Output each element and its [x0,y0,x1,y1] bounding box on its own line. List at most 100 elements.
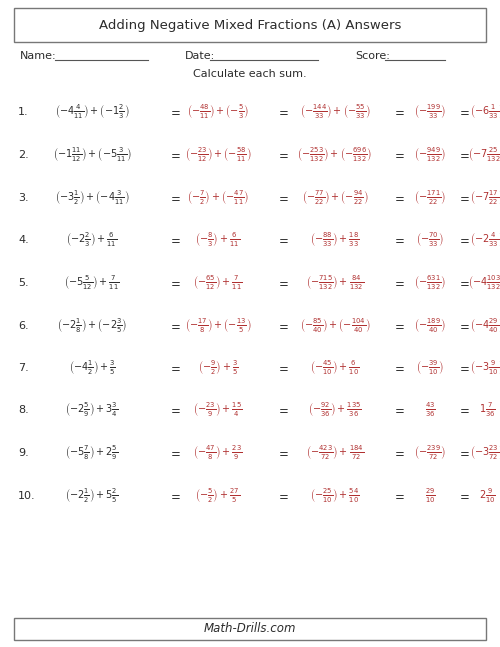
Text: 8.: 8. [18,405,29,415]
Text: $=$: $=$ [276,234,288,247]
Text: $\left(-\frac{47}{8}\right)+\frac{23}{9}$: $\left(-\frac{47}{8}\right)+\frac{23}{9}… [194,444,242,462]
Text: $1\frac{7}{36}$: $1\frac{7}{36}$ [478,401,496,419]
Text: $=$: $=$ [276,320,288,333]
Text: $\left(-\frac{17}{8}\right)+\left(-\frac{13}{5}\right)$: $\left(-\frac{17}{8}\right)+\left(-\frac… [185,317,251,335]
Text: $=$: $=$ [392,320,404,333]
Text: $\left(-7\frac{17}{22}\right)$: $\left(-7\frac{17}{22}\right)$ [470,189,500,207]
Text: $\left(-\frac{239}{72}\right)$: $\left(-\frac{239}{72}\right)$ [414,444,446,462]
Text: $\left(-6\frac{1}{33}\right)$: $\left(-6\frac{1}{33}\right)$ [470,103,500,121]
Text: $\left(-\frac{171}{22}\right)$: $\left(-\frac{171}{22}\right)$ [414,189,446,207]
Text: $2\frac{9}{10}$: $2\frac{9}{10}$ [478,487,496,505]
Text: $\left(-3\frac{9}{10}\right)$: $\left(-3\frac{9}{10}\right)$ [470,359,500,377]
Text: $=$: $=$ [168,234,180,247]
Text: $=$: $=$ [456,320,469,333]
Text: $=$: $=$ [392,149,404,162]
Text: $\left(-2\frac{5}{9}\right)+3\frac{3}{4}$: $\left(-2\frac{5}{9}\right)+3\frac{3}{4}… [66,401,118,419]
Text: $\left(-\frac{199}{33}\right)$: $\left(-\frac{199}{33}\right)$ [414,103,446,121]
Text: $=$: $=$ [168,276,180,289]
Text: $=$: $=$ [276,446,288,459]
Text: 1.: 1. [18,107,28,117]
Text: 7.: 7. [18,363,29,373]
Text: $\left(-5\frac{7}{8}\right)+2\frac{5}{9}$: $\left(-5\frac{7}{8}\right)+2\frac{5}{9}… [66,444,118,462]
Text: $\left(-2\frac{1}{8}\right)+\left(-2\frac{3}{5}\right)$: $\left(-2\frac{1}{8}\right)+\left(-2\fra… [57,317,127,335]
Text: $\left(-\frac{5}{2}\right)+\frac{27}{5}$: $\left(-\frac{5}{2}\right)+\frac{27}{5}$ [196,487,240,505]
Text: $\left(-4\frac{29}{40}\right)$: $\left(-4\frac{29}{40}\right)$ [470,317,500,335]
Text: $=$: $=$ [276,404,288,417]
Text: $=$: $=$ [456,446,469,459]
Text: $\left(-\frac{23}{9}\right)+\frac{15}{4}$: $\left(-\frac{23}{9}\right)+\frac{15}{4}… [194,401,242,419]
Text: $\left(-4\frac{4}{11}\right)+\left(-1\frac{2}{3}\right)$: $\left(-4\frac{4}{11}\right)+\left(-1\fr… [54,103,130,121]
Text: $\left(-\frac{39}{10}\right)$: $\left(-\frac{39}{10}\right)$ [416,359,444,377]
Text: $\left(-\frac{25}{10}\right)+\frac{54}{10}$: $\left(-\frac{25}{10}\right)+\frac{54}{1… [310,487,360,505]
Text: Calculate each sum.: Calculate each sum. [193,69,307,79]
Text: $=$: $=$ [392,490,404,503]
Text: $\left(-\frac{189}{40}\right)$: $\left(-\frac{189}{40}\right)$ [414,317,446,335]
Text: $\frac{29}{10}$: $\frac{29}{10}$ [424,487,436,505]
Text: $=$: $=$ [456,234,469,247]
FancyBboxPatch shape [14,618,486,640]
Text: $=$: $=$ [456,490,469,503]
Text: $\left(-\frac{85}{40}\right)+\left(-\frac{104}{40}\right)$: $\left(-\frac{85}{40}\right)+\left(-\fra… [300,317,370,335]
Text: $\left(-\frac{144}{33}\right)+\left(-\frac{55}{33}\right)$: $\left(-\frac{144}{33}\right)+\left(-\fr… [300,103,370,121]
Text: $=$: $=$ [456,404,469,417]
Text: $\left(-\frac{8}{3}\right)+\frac{6}{11}$: $\left(-\frac{8}{3}\right)+\frac{6}{11}$ [196,231,240,249]
Text: $\left(-7\frac{25}{132}\right)$: $\left(-7\frac{25}{132}\right)$ [468,146,500,164]
Text: $\left(-2\frac{4}{33}\right)$: $\left(-2\frac{4}{33}\right)$ [470,231,500,249]
Text: $\left(-\frac{9}{2}\right)+\frac{3}{5}$: $\left(-\frac{9}{2}\right)+\frac{3}{5}$ [198,359,238,377]
Text: $=$: $=$ [168,404,180,417]
Text: 2.: 2. [18,150,29,160]
Text: $\frac{43}{36}$: $\frac{43}{36}$ [424,401,436,419]
Text: $=$: $=$ [276,490,288,503]
Text: 3.: 3. [18,193,28,203]
Text: $\left(-\frac{7}{2}\right)+\left(-\frac{47}{11}\right)$: $\left(-\frac{7}{2}\right)+\left(-\frac{… [187,189,249,207]
Text: $=$: $=$ [392,234,404,247]
Text: $=$: $=$ [168,446,180,459]
Text: $=$: $=$ [456,149,469,162]
Text: $=$: $=$ [168,105,180,118]
Text: 4.: 4. [18,235,29,245]
Text: $\left(-\frac{88}{33}\right)+\frac{18}{33}$: $\left(-\frac{88}{33}\right)+\frac{18}{3… [310,231,360,249]
Text: $\left(-2\frac{1}{2}\right)+5\frac{2}{5}$: $\left(-2\frac{1}{2}\right)+5\frac{2}{5}… [66,487,118,505]
Text: 10.: 10. [18,491,36,501]
Text: $=$: $=$ [168,490,180,503]
Text: $=$: $=$ [392,276,404,289]
Text: $\left(-\frac{631}{132}\right)$: $\left(-\frac{631}{132}\right)$ [414,274,446,292]
Text: $\left(-5\frac{5}{12}\right)+\frac{7}{11}$: $\left(-5\frac{5}{12}\right)+\frac{7}{11… [64,274,120,292]
Text: $\left(-\frac{77}{22}\right)+\left(-\frac{94}{22}\right)$: $\left(-\frac{77}{22}\right)+\left(-\fra… [302,189,368,207]
Text: $\left(-\frac{65}{12}\right)+\frac{7}{11}$: $\left(-\frac{65}{12}\right)+\frac{7}{11… [194,274,242,292]
Text: $=$: $=$ [456,192,469,204]
Text: $=$: $=$ [276,105,288,118]
FancyBboxPatch shape [14,8,486,42]
Text: $\left(-\frac{23}{12}\right)+\left(-\frac{58}{11}\right)$: $\left(-\frac{23}{12}\right)+\left(-\fra… [185,146,251,164]
Text: $\left(-\frac{949}{132}\right)$: $\left(-\frac{949}{132}\right)$ [414,146,446,164]
Text: Adding Negative Mixed Fractions (A) Answers: Adding Negative Mixed Fractions (A) Answ… [99,19,401,32]
Text: $=$: $=$ [392,362,404,375]
Text: $=$: $=$ [392,192,404,204]
Text: $\left(-\frac{70}{33}\right)$: $\left(-\frac{70}{33}\right)$ [416,231,444,249]
Text: $=$: $=$ [276,362,288,375]
Text: $=$: $=$ [456,105,469,118]
Text: $=$: $=$ [276,192,288,204]
Text: $=$: $=$ [392,105,404,118]
Text: $=$: $=$ [168,149,180,162]
Text: $=$: $=$ [168,362,180,375]
Text: $\left(-1\frac{11}{12}\right)+\left(-5\frac{3}{11}\right)$: $\left(-1\frac{11}{12}\right)+\left(-5\f… [52,146,132,164]
Text: $\left(-2\frac{2}{3}\right)+\frac{6}{11}$: $\left(-2\frac{2}{3}\right)+\frac{6}{11}… [66,231,118,249]
Text: $\left(-4\frac{103}{132}\right)$: $\left(-4\frac{103}{132}\right)$ [468,274,500,292]
Text: $\left(-3\frac{23}{72}\right)$: $\left(-3\frac{23}{72}\right)$ [470,444,500,462]
Text: 9.: 9. [18,448,29,458]
Text: Name:: Name: [20,51,57,61]
Text: Math-Drills.com: Math-Drills.com [204,622,296,635]
Text: Score:: Score: [355,51,390,61]
Text: $=$: $=$ [276,276,288,289]
Text: $=$: $=$ [456,276,469,289]
Text: $=$: $=$ [276,149,288,162]
Text: $=$: $=$ [168,192,180,204]
Text: $=$: $=$ [456,362,469,375]
Text: $\left(-\frac{253}{132}\right)+\left(-\frac{696}{132}\right)$: $\left(-\frac{253}{132}\right)+\left(-\f… [298,146,372,164]
Text: Date:: Date: [185,51,215,61]
Text: $\left(-\frac{92}{36}\right)+\frac{135}{36}$: $\left(-\frac{92}{36}\right)+\frac{135}{… [308,401,362,419]
Text: $\left(-4\frac{1}{2}\right)+\frac{3}{5}$: $\left(-4\frac{1}{2}\right)+\frac{3}{5}$ [68,359,116,377]
Text: $\left(-3\frac{1}{2}\right)+\left(-4\frac{3}{11}\right)$: $\left(-3\frac{1}{2}\right)+\left(-4\fra… [54,189,130,207]
Text: $\left(-\frac{48}{11}\right)+\left(-\frac{5}{3}\right)$: $\left(-\frac{48}{11}\right)+\left(-\fra… [187,103,249,121]
